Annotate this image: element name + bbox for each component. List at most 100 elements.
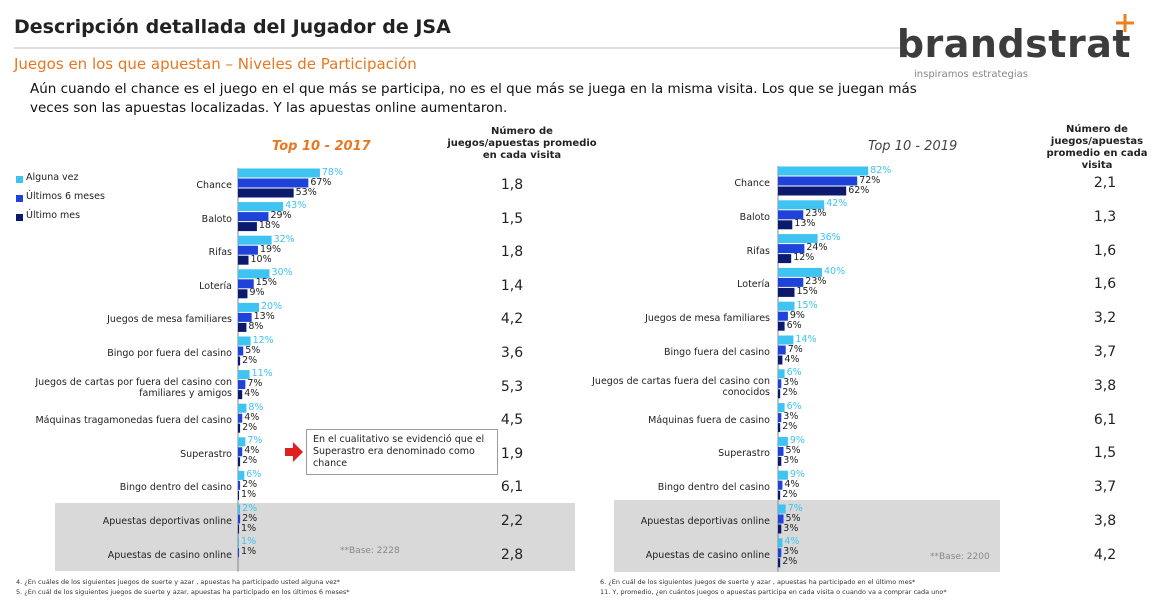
category-label: Juegos de cartas por fuera del casino co…: [12, 377, 232, 399]
category-label: Rifas: [12, 247, 232, 258]
chart-title: Top 10 - 2019: [868, 139, 957, 154]
average-value: 1,6: [1075, 276, 1135, 292]
value-label: 7%: [788, 345, 803, 355]
average-value: 1,6: [1075, 243, 1135, 259]
callout: En el cualitativo se evidenció que el Su…: [306, 429, 498, 475]
category-label: Apuestas deportivas online: [570, 516, 770, 527]
bar: [238, 323, 246, 332]
average-value: 4,2: [482, 311, 542, 327]
value-label: 72%: [859, 176, 880, 186]
value-label: 78%: [322, 168, 343, 178]
category-label: Apuestas de casino online: [12, 550, 232, 561]
bar: [238, 424, 240, 433]
value-label: 2%: [242, 423, 257, 433]
average-value: 4,5: [482, 412, 542, 428]
bar: [778, 220, 792, 229]
tagline: inspiramos estrategias: [914, 69, 1028, 80]
value-label: 40%: [824, 267, 845, 277]
averages-header: Número de juegos/apuestas promedio en ca…: [447, 126, 597, 162]
base-note: **Base: 2200: [930, 552, 990, 562]
value-label: 2%: [242, 456, 257, 466]
bar: [238, 222, 257, 231]
value-label: 1%: [241, 490, 256, 500]
value-label: 2%: [242, 356, 257, 366]
bar: [778, 491, 780, 500]
category-label: Bingo fuera del casino: [570, 347, 770, 358]
average-value: 2,2: [482, 513, 542, 529]
bar: [238, 390, 242, 399]
category-label: Rifas: [570, 246, 770, 257]
category-label: Bingo dentro del casino: [12, 482, 232, 493]
bar: [238, 457, 240, 466]
footnote: 4. ¿En cuáles de los siguientes juegos d…: [16, 578, 340, 586]
bar: [778, 356, 782, 365]
average-value: 3,6: [482, 345, 542, 361]
bar: [778, 177, 857, 186]
bar: [778, 558, 780, 567]
category-label: Juegos de mesa familiares: [12, 314, 232, 325]
value-label: 13%: [794, 219, 815, 229]
value-label: 2%: [782, 388, 797, 398]
bar: [778, 457, 781, 466]
bar: [778, 525, 781, 534]
category-label: Bingo por fuera del casino: [12, 348, 232, 359]
legend-label: Últimos 6 meses: [26, 191, 105, 202]
average-value: 1,5: [482, 211, 542, 227]
bar: [778, 389, 780, 398]
value-label: 7%: [788, 504, 803, 514]
bar: [778, 413, 781, 422]
average-value: 6,1: [1075, 412, 1135, 428]
value-label: 3%: [783, 456, 798, 466]
value-label: 82%: [870, 166, 891, 176]
average-value: 4,2: [1075, 547, 1135, 563]
value-label: 53%: [296, 188, 317, 198]
value-label: 6%: [787, 321, 802, 331]
average-value: 5,3: [482, 379, 542, 395]
value-label: 62%: [848, 186, 869, 196]
value-label: 12%: [253, 336, 274, 346]
bar: [778, 538, 782, 547]
footnote: 11. Y, promedio, ¿en cuántos juegos o ap…: [600, 588, 947, 596]
category-label: Baloto: [570, 212, 770, 223]
value-label: 5%: [786, 514, 801, 524]
average-value: 3,2: [1075, 310, 1135, 326]
value-label: 14%: [795, 335, 816, 345]
base-note: **Base: 2228: [340, 546, 400, 556]
callout-arrow: [285, 442, 303, 462]
bar: [238, 515, 240, 524]
value-label: 2%: [242, 504, 257, 514]
value-label: 8%: [248, 322, 263, 332]
bar: [778, 167, 868, 176]
legend-swatch: [16, 195, 23, 202]
value-label: 2%: [782, 490, 797, 500]
value-label: 42%: [826, 199, 847, 209]
bar: [238, 491, 239, 500]
category-label: Baloto: [12, 214, 232, 225]
bar: [238, 481, 240, 490]
average-value: 3,7: [1075, 479, 1135, 495]
value-label: 67%: [310, 178, 331, 188]
average-value: 3,8: [1075, 513, 1135, 529]
bar: [238, 538, 239, 547]
bar: [238, 289, 247, 298]
category-label: Juegos de mesa familiares: [570, 313, 770, 324]
bar: [238, 169, 320, 178]
category-label: Apuestas deportivas online: [12, 516, 232, 527]
value-label: 5%: [245, 346, 260, 356]
average-value: 3,8: [1075, 378, 1135, 394]
category-label: Lotería: [12, 281, 232, 292]
value-label: 1%: [241, 524, 256, 534]
bar: [778, 505, 786, 514]
value-label: 10%: [251, 255, 272, 265]
logo: brandstrat: [897, 22, 1131, 66]
bar: [778, 322, 785, 331]
value-label: 3%: [783, 524, 798, 534]
average-value: 1,9: [482, 446, 542, 462]
value-label: 4%: [784, 355, 799, 365]
category-label: Apuestas de casino online: [570, 550, 770, 561]
bar: [778, 423, 780, 432]
bar: [778, 254, 791, 263]
category-label: Chance: [12, 180, 232, 191]
value-label: 1%: [241, 547, 256, 557]
bar: [238, 189, 294, 198]
